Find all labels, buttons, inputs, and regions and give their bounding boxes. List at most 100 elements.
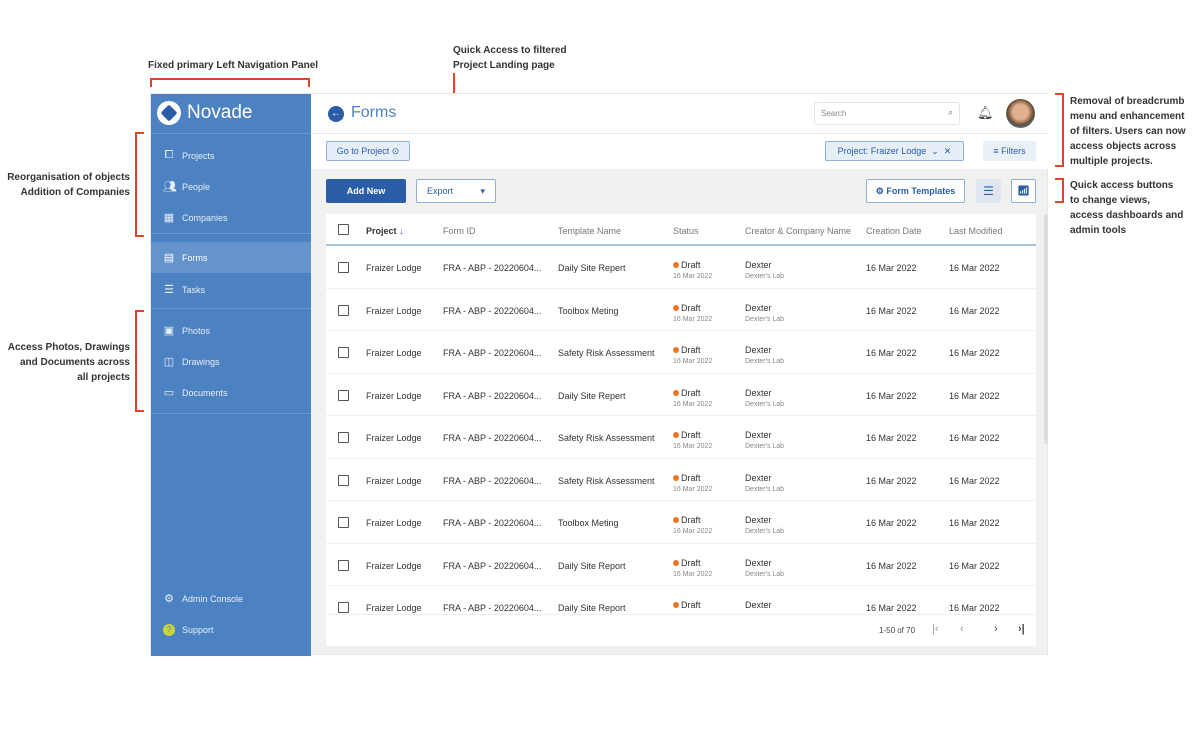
- divider: [151, 233, 311, 234]
- annotation-quick-access: Quick Access to filtered Project Landing …: [453, 45, 567, 71]
- novade-logo-icon: [157, 101, 181, 125]
- table-row[interactable]: Fraizer Lodge FRA - ABP - 20220604... To…: [326, 501, 1036, 544]
- sidebar-item-projects[interactable]: ⧠ Projects: [164, 149, 215, 161]
- back-icon[interactable]: ←: [328, 106, 344, 122]
- status-dot-icon: [673, 517, 679, 523]
- column-status[interactable]: Status: [673, 226, 699, 236]
- column-project[interactable]: Project ↓: [366, 226, 404, 236]
- sidebar-item-drawings[interactable]: ◫ Drawings: [163, 356, 220, 368]
- scrollbar[interactable]: [1044, 214, 1048, 444]
- form-templates-button[interactable]: ⚙ Form Templates: [866, 179, 965, 203]
- table-row[interactable]: Fraizer Lodge FRA - ABP - 20220604... Sa…: [326, 416, 1036, 459]
- annotation-bracket: [135, 132, 144, 237]
- form-id-link[interactable]: FRA - ABP - 20220604...: [443, 603, 542, 613]
- status-badge: Draft: [673, 600, 701, 610]
- column-creator[interactable]: Creator & Company Name: [745, 226, 852, 236]
- forms-table: Project ↓ Form ID Template Name Status C…: [326, 214, 1036, 646]
- list-icon: ☰: [164, 284, 174, 296]
- add-new-button[interactable]: Add New: [326, 179, 406, 203]
- sidebar-item-forms[interactable]: ▤ Forms: [151, 242, 311, 273]
- project-filter-chip[interactable]: Project: Fraizer Lodge ⌄ ✕: [825, 141, 964, 161]
- status-badge: Draft 16 Mar 2022: [673, 515, 713, 535]
- status-badge: Draft 16 Mar 2022: [673, 472, 713, 493]
- sidebar-item-tasks[interactable]: ☰ Tasks: [164, 284, 206, 296]
- column-form-id[interactable]: Form ID: [443, 226, 476, 236]
- form-id-link[interactable]: FRA - ABP - 20220604...: [443, 390, 542, 401]
- form-id-link[interactable]: FRA - ABP - 20220604...: [443, 348, 542, 358]
- column-template-name[interactable]: Template Name: [558, 226, 622, 236]
- form-id-link[interactable]: FRA - ABP - 20220604...: [443, 433, 542, 443]
- column-creation-date[interactable]: Creation Date: [866, 226, 922, 236]
- sidebar-item-support[interactable]: ? Support: [151, 614, 311, 645]
- next-page-icon[interactable]: ›: [994, 623, 998, 635]
- table-row[interactable]: Fraizer Lodge FRA - ABP - 20220604... Da…: [326, 374, 1036, 416]
- divider: [151, 308, 311, 309]
- form-id-link[interactable]: FRA - ABP - 20220604...: [443, 475, 542, 486]
- filters-button[interactable]: ≡ Filters: [983, 141, 1036, 161]
- row-checkbox[interactable]: [338, 262, 349, 273]
- annotation-bracket: [135, 310, 144, 412]
- form-id-link[interactable]: FRA - ABP - 20220604...: [443, 560, 542, 571]
- sidebar-item-photos[interactable]: ▣ Photos: [163, 325, 211, 337]
- status-badge: Draft 16 Mar 2022: [673, 387, 713, 408]
- status-dot-icon: [673, 474, 679, 481]
- row-checkbox[interactable]: [338, 602, 349, 613]
- form-id-link[interactable]: FRA - ABP - 20220604...: [443, 518, 542, 528]
- table-row[interactable]: Fraizer Lodge FRA - ABP - 20220604... Sa…: [326, 331, 1036, 374]
- annotation-breadcrumb: Removal of breadcrumb menu and enhancemen…: [1070, 96, 1186, 167]
- prev-page-icon[interactable]: ‹: [960, 623, 964, 635]
- bell-icon[interactable]: 🔔︎: [977, 105, 994, 120]
- table-row[interactable]: Fraizer Lodge FRA - ABP - 20220604... Da…: [326, 544, 1036, 586]
- last-page-icon[interactable]: ›|: [1018, 623, 1025, 635]
- row-checkbox[interactable]: [338, 389, 349, 401]
- drawing-icon: ◫: [163, 356, 175, 368]
- gear-icon: ⚙: [875, 185, 884, 196]
- column-last-modified[interactable]: Last Modified: [949, 226, 1003, 236]
- sidebar: Novade ⧠ Projects 👥︎ People ▦ Companies ▤ Forms…: [151, 94, 311, 656]
- filter-icon: ≡: [993, 146, 999, 156]
- sidebar-item-people[interactable]: 👥︎ People: [163, 181, 211, 193]
- row-checkbox[interactable]: [338, 559, 349, 571]
- status-dot-icon: [673, 262, 679, 268]
- table-row[interactable]: Fraizer Lodge FRA - ABP - 20220604... Sa…: [326, 459, 1036, 501]
- status-badge: Draft 16 Mar 2022: [673, 557, 713, 578]
- avatar[interactable]: [1006, 99, 1035, 128]
- go-to-project-button[interactable]: Go to Project ⊙: [326, 141, 410, 161]
- people-icon: 👥︎: [163, 181, 177, 193]
- first-page-icon[interactable]: |‹: [932, 623, 939, 635]
- select-all-checkbox[interactable]: [338, 224, 349, 235]
- list-view-icon[interactable]: ☰: [976, 179, 1001, 203]
- annotation-bracket: [150, 78, 310, 87]
- row-checkbox[interactable]: [338, 517, 349, 528]
- row-checkbox[interactable]: [338, 432, 349, 443]
- export-dropdown[interactable]: Export ▾: [416, 179, 496, 203]
- annotation-bracket: [1055, 93, 1064, 167]
- document-icon: ▭: [163, 387, 175, 399]
- table-row[interactable]: Fraizer Lodge FRA - ABP - 20220604... Da…: [326, 586, 1036, 614]
- row-checkbox[interactable]: [338, 304, 349, 316]
- row-checkbox[interactable]: [338, 474, 349, 486]
- status-dot-icon: [673, 304, 679, 311]
- form-id-link[interactable]: FRA - ABP - 20220604...: [443, 263, 542, 273]
- table-row[interactable]: Fraizer Lodge FRA - ABP - 20220604... Da…: [326, 246, 1036, 289]
- annotation-bracket: [1055, 178, 1064, 203]
- annotation-quick-buttons: Quick access buttons to change views, acce…: [1070, 180, 1184, 236]
- close-icon[interactable]: ✕: [943, 145, 952, 156]
- annotation-nav-panel: Fixed primary Left Navigation Panel: [148, 60, 319, 71]
- gear-icon: ⚙: [164, 593, 174, 605]
- form-id-link[interactable]: FRA - ABP - 20220604...: [443, 305, 542, 316]
- sidebar-item-companies[interactable]: ▦ Companies: [163, 212, 228, 224]
- sidebar-item-admin-console[interactable]: ⚙ Admin Console: [164, 593, 244, 605]
- sort-arrow-icon: ↓: [399, 226, 404, 236]
- status-badge: Draft 16 Mar 2022: [673, 345, 713, 365]
- briefcase-icon: ⧠: [164, 149, 174, 161]
- sidebar-item-documents[interactable]: ▭ Documents: [163, 387, 228, 399]
- building-icon: ▦: [163, 212, 175, 224]
- search-icon: ⌕: [947, 107, 953, 117]
- search-input[interactable]: Search ⌕: [814, 102, 960, 125]
- help-icon: ?: [163, 623, 175, 636]
- row-checkbox[interactable]: [338, 347, 349, 358]
- dashboard-chart-icon[interactable]: 📶︎: [1011, 179, 1036, 203]
- header: ← Forms Search ⌕ 🔔︎: [311, 94, 1049, 134]
- table-row[interactable]: Fraizer Lodge FRA - ABP - 20220604... To…: [326, 289, 1036, 331]
